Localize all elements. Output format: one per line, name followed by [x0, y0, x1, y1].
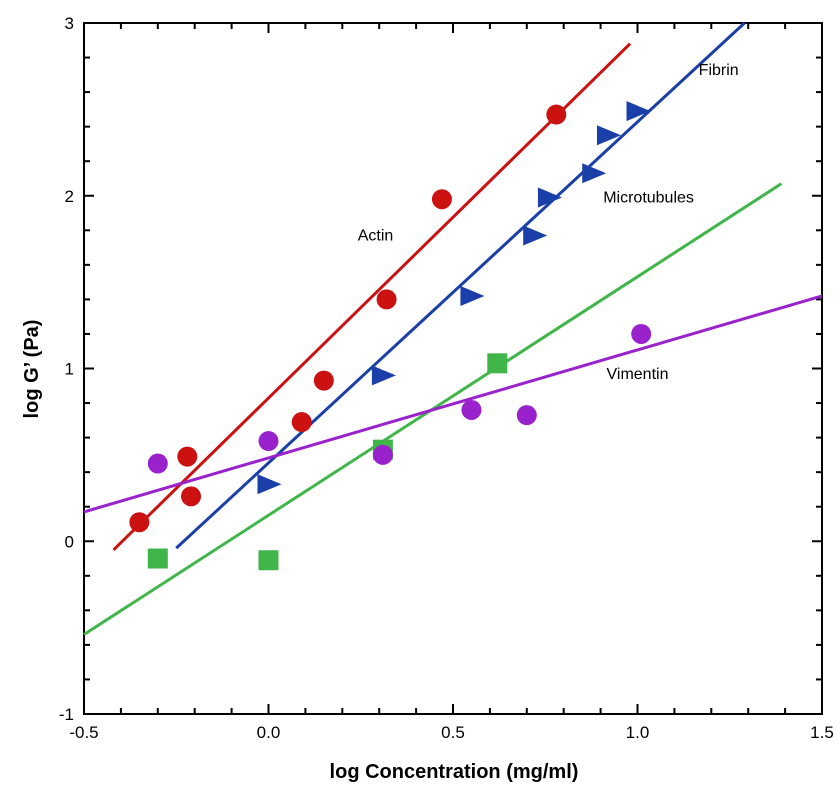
actin-label: Actin [358, 228, 394, 245]
axis-ticks [83, 22, 823, 715]
vimentin-label: Vimentin [607, 366, 669, 383]
actin-point [546, 104, 567, 125]
axis-tick-labels: -0.5 0.0 0.5 1.0 1.5 -1 0 1 2 3 [59, 14, 834, 742]
x-axis-title: log Concentration (mg/ml) [330, 761, 579, 783]
microtubules-point [487, 353, 508, 374]
actin-point [376, 289, 397, 310]
microtubules-label: Microtubules [603, 190, 694, 207]
fibrin-point [523, 225, 548, 246]
y-axis-title: log G’ (Pa) [21, 320, 43, 419]
series-labels: Actin Fibrin Microtubules Vimentin [358, 62, 739, 383]
fibrin-point [537, 187, 562, 208]
vimentin-point [258, 431, 279, 452]
y-tick-label: 0 [65, 532, 74, 551]
vimentin-point [372, 444, 393, 465]
x-tick-label: 1.5 [810, 723, 834, 742]
data-markers [129, 101, 652, 571]
plot-border [83, 22, 823, 715]
actin-point [181, 486, 202, 507]
fibrin-fit-line [175, 21, 746, 550]
actin-point [129, 512, 150, 533]
x-tick-label: 0.5 [441, 723, 465, 742]
microtubules-point [258, 550, 279, 571]
fibrin-point [371, 365, 396, 386]
vimentin-point [461, 399, 482, 420]
actin-point [177, 446, 198, 467]
vimentin-point [516, 405, 537, 426]
y-tick-label: 1 [65, 360, 74, 379]
fibrin-point [596, 125, 621, 146]
fibrin-point [460, 285, 485, 306]
microtubules-point [147, 548, 168, 569]
y-tick-label: 3 [65, 14, 74, 33]
vimentin-point [631, 323, 652, 344]
actin-point [431, 189, 452, 210]
fit-lines [83, 21, 823, 636]
y-tick-label: -1 [59, 705, 74, 724]
x-tick-label: 1.0 [626, 723, 650, 742]
vimentin-fit-line [83, 294, 823, 514]
fibrin-point [582, 163, 607, 184]
y-tick-label: 2 [65, 187, 74, 206]
vimentin-point [147, 453, 168, 474]
x-tick-label: -0.5 [69, 723, 98, 742]
fibrin-point [626, 101, 651, 122]
fibrin-point [257, 474, 282, 495]
actin-point [313, 370, 334, 391]
plot-frame [83, 22, 823, 715]
x-tick-label: 0.0 [257, 723, 281, 742]
fibrin-label: Fibrin [699, 62, 739, 79]
actin-fit-line [112, 42, 632, 551]
actin-point [291, 412, 312, 433]
